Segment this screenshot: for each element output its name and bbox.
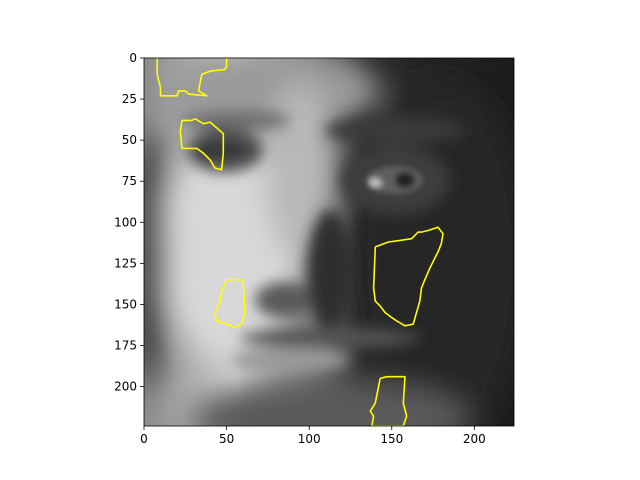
contour-bottom <box>369 375 408 426</box>
right-pupil <box>395 172 415 188</box>
image-layer <box>144 58 514 426</box>
right-eye-glint <box>368 178 382 188</box>
chin-shadow <box>190 380 470 426</box>
contour-left-eye <box>179 118 225 171</box>
lower-lip-light <box>230 348 350 372</box>
contour-top-left <box>156 58 228 97</box>
y-tick-label: 75 <box>122 174 137 188</box>
y-tick-label: 200 <box>114 380 137 394</box>
left-brow <box>180 110 290 130</box>
left-edge-dark <box>144 130 166 390</box>
left-eye-lid <box>200 143 244 157</box>
x-tick-label: 150 <box>380 432 403 446</box>
y-tick-label: 25 <box>122 92 137 106</box>
y-axis: 0 25 50 75 100 125 150 175 200 <box>114 51 144 394</box>
contour-right-cheek <box>372 226 444 327</box>
right-brow <box>325 116 465 144</box>
y-tick-label: 100 <box>114 215 137 229</box>
y-tick-label: 0 <box>129 51 137 65</box>
contour-nose <box>214 278 246 329</box>
x-tick-label: 50 <box>219 432 234 446</box>
y-tick-label: 175 <box>114 339 137 353</box>
x-tick-label: 200 <box>463 432 486 446</box>
y-tick-label: 50 <box>122 133 137 147</box>
x-tick-label: 0 <box>140 432 148 446</box>
contour-layer <box>156 58 444 426</box>
mouth-line <box>240 328 420 348</box>
nose-shadow <box>255 282 315 318</box>
axes-frame <box>143 57 515 427</box>
y-tick-label: 150 <box>114 297 137 311</box>
x-tick-label: 100 <box>298 432 321 446</box>
y-tick-label: 125 <box>114 256 137 270</box>
nasolabial-dark <box>308 210 352 330</box>
x-axis: 0 50 100 150 200 <box>140 426 486 446</box>
